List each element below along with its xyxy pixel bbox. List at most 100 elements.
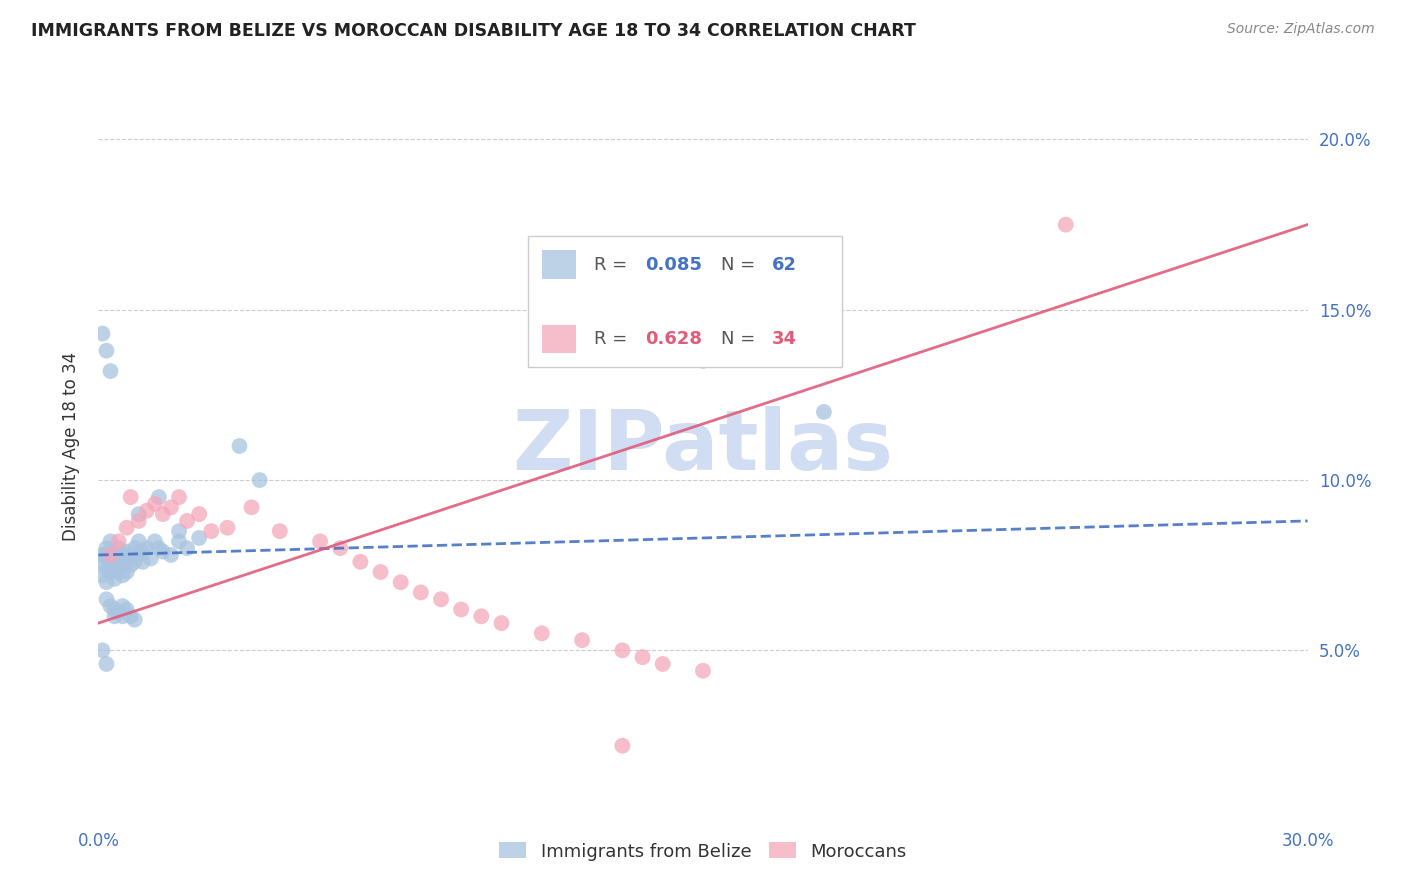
Point xyxy=(217,521,239,535)
Point xyxy=(612,643,634,657)
Point xyxy=(167,524,190,538)
Point xyxy=(91,555,114,569)
Point xyxy=(111,599,134,613)
Point xyxy=(389,575,412,590)
Point xyxy=(167,534,190,549)
Point xyxy=(176,514,198,528)
Point xyxy=(115,555,138,569)
Point xyxy=(107,551,129,566)
Point xyxy=(96,541,118,556)
Point xyxy=(148,490,170,504)
Point xyxy=(148,541,170,556)
Point xyxy=(139,551,162,566)
Point xyxy=(100,555,122,569)
Text: ZIPatlas: ZIPatlas xyxy=(513,406,893,486)
Point xyxy=(103,609,125,624)
Point xyxy=(329,541,352,556)
Point xyxy=(128,507,150,521)
Point xyxy=(143,497,166,511)
Point xyxy=(115,565,138,579)
Point xyxy=(111,548,134,562)
Point xyxy=(188,531,211,545)
Point xyxy=(100,565,122,579)
Point xyxy=(349,555,371,569)
Point xyxy=(107,565,129,579)
Point xyxy=(692,354,714,368)
Point xyxy=(111,609,134,624)
Point xyxy=(409,585,432,599)
Text: 0.628: 0.628 xyxy=(645,330,702,348)
Point xyxy=(96,657,118,671)
Point xyxy=(228,439,250,453)
Point xyxy=(491,616,513,631)
Point xyxy=(115,521,138,535)
Point xyxy=(631,650,654,665)
Text: 62: 62 xyxy=(772,256,797,274)
Bar xyxy=(543,325,576,353)
Point xyxy=(309,534,332,549)
Point xyxy=(96,343,118,358)
Text: 0.085: 0.085 xyxy=(645,256,702,274)
Text: N =: N = xyxy=(721,330,761,348)
Point xyxy=(167,490,190,504)
Point xyxy=(651,657,673,671)
Point xyxy=(91,548,114,562)
Point xyxy=(470,609,492,624)
Point xyxy=(124,555,146,569)
FancyBboxPatch shape xyxy=(527,236,842,368)
Point xyxy=(450,602,472,616)
Point xyxy=(100,548,122,562)
Point xyxy=(115,544,138,558)
Point xyxy=(128,534,150,549)
Point xyxy=(96,575,118,590)
Point xyxy=(813,405,835,419)
Point xyxy=(103,544,125,558)
Point xyxy=(135,504,157,518)
Point xyxy=(143,534,166,549)
Text: IMMIGRANTS FROM BELIZE VS MOROCCAN DISABILITY AGE 18 TO 34 CORRELATION CHART: IMMIGRANTS FROM BELIZE VS MOROCCAN DISAB… xyxy=(31,22,915,40)
Point xyxy=(160,500,183,515)
Point xyxy=(91,568,114,582)
Point xyxy=(571,633,593,648)
Point xyxy=(120,558,142,573)
Point xyxy=(96,548,118,562)
Point xyxy=(160,548,183,562)
Point xyxy=(111,568,134,582)
Point xyxy=(115,602,138,616)
Point xyxy=(96,561,118,575)
Point xyxy=(188,507,211,521)
Point xyxy=(107,534,129,549)
Point xyxy=(128,548,150,562)
Point xyxy=(200,524,222,538)
Point xyxy=(240,500,263,515)
Point xyxy=(111,558,134,573)
Point xyxy=(100,599,122,613)
Point xyxy=(1054,218,1077,232)
Text: Source: ZipAtlas.com: Source: ZipAtlas.com xyxy=(1227,22,1375,37)
Point xyxy=(120,490,142,504)
Point xyxy=(96,592,118,607)
Point xyxy=(103,602,125,616)
Point xyxy=(91,326,114,341)
Text: R =: R = xyxy=(595,330,633,348)
Point xyxy=(100,548,122,562)
Text: R =: R = xyxy=(595,256,633,274)
Point xyxy=(107,606,129,620)
Point xyxy=(103,558,125,573)
Point xyxy=(132,555,155,569)
Point xyxy=(107,541,129,556)
Point xyxy=(124,613,146,627)
Point xyxy=(120,609,142,624)
Point xyxy=(249,473,271,487)
Point xyxy=(135,541,157,556)
Legend: Immigrants from Belize, Moroccans: Immigrants from Belize, Moroccans xyxy=(492,835,914,868)
Point xyxy=(128,514,150,528)
Point xyxy=(124,541,146,556)
Point xyxy=(103,572,125,586)
Point xyxy=(100,534,122,549)
Point xyxy=(91,643,114,657)
Bar xyxy=(543,251,576,279)
Point xyxy=(269,524,291,538)
Point xyxy=(430,592,453,607)
Point xyxy=(176,541,198,556)
